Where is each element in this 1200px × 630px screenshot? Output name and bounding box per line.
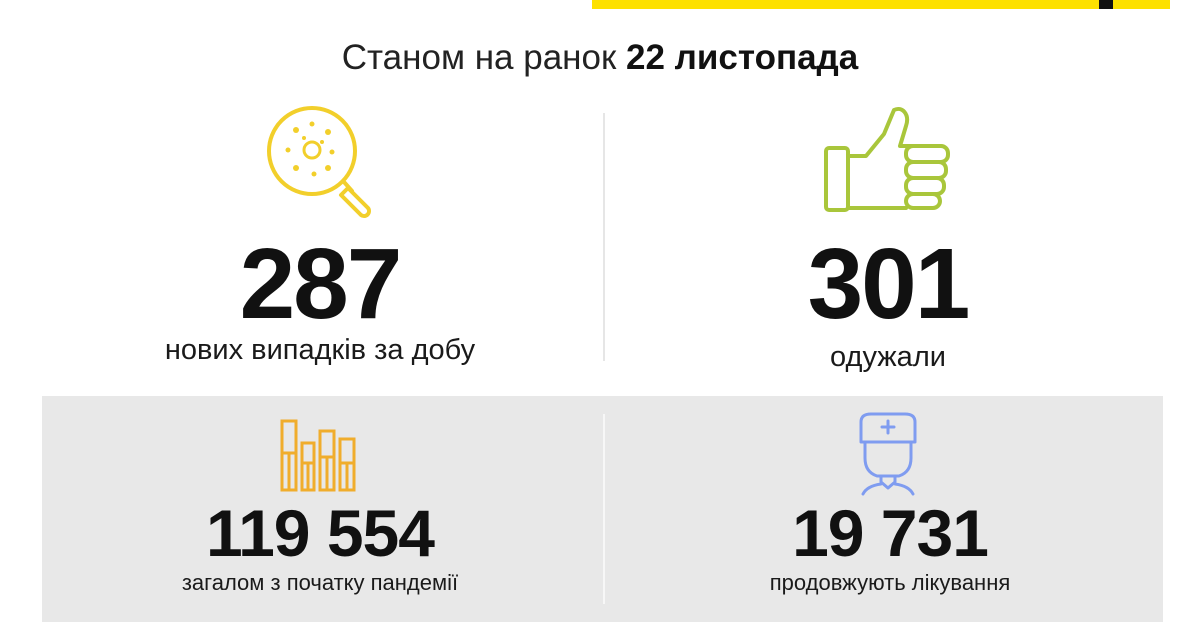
magnifier-virus-icon	[267, 106, 371, 218]
in-treatment-value: 19 731	[792, 496, 989, 570]
recovered-label: одужали	[830, 341, 946, 373]
accent-bar-mark	[1099, 0, 1113, 9]
total-value: 119 554	[206, 496, 435, 570]
top-accent-bar	[592, 0, 1170, 9]
subtitle-date: 22 листопада	[626, 38, 859, 77]
bottom-stats-panel	[42, 396, 1163, 622]
subtitle-prefix: Станом на ранок	[341, 38, 617, 77]
in-treatment-label: продовжують лікування	[769, 570, 1011, 595]
bar-chart-icon	[280, 419, 356, 492]
page-subtitle: Станом на ранок 22 листопада	[0, 38, 1200, 78]
recovered-value: 301	[807, 228, 971, 340]
doctor-icon	[859, 412, 917, 496]
total-label: загалом з початку пандемії	[181, 570, 459, 595]
thumbs-up-icon	[824, 107, 950, 212]
new-cases-label: нових випадків за добу	[164, 334, 476, 366]
column-divider-bottom	[603, 414, 605, 604]
column-divider-top	[603, 113, 605, 361]
new-cases-value: 287	[239, 228, 403, 340]
